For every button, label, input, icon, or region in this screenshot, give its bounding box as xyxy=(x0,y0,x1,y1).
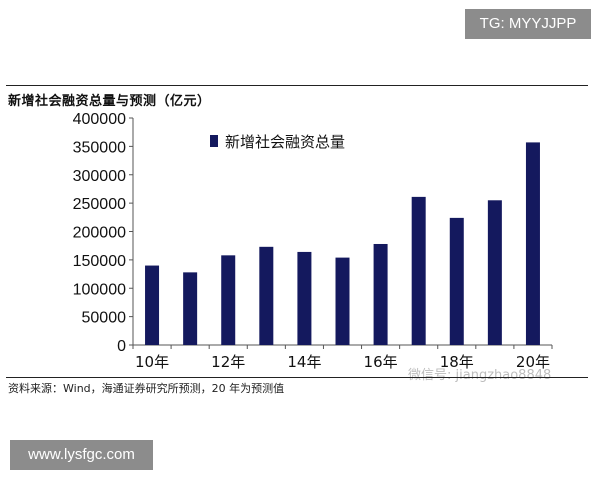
x-tick-label: 20年 xyxy=(516,353,550,371)
x-tick-label: 12年 xyxy=(211,353,245,371)
y-tick-label: 150000 xyxy=(73,253,126,270)
y-tick-label: 50000 xyxy=(82,310,127,327)
bar xyxy=(145,265,160,345)
chart-title: 新增社会融资总量与预测（亿元） xyxy=(8,94,211,109)
chart-bottom-rule xyxy=(6,377,588,378)
x-tick-label: 14年 xyxy=(287,353,321,371)
source-note: 资料来源：Wind，海通证券研究所预测，20 年为预测值 xyxy=(8,382,285,395)
x-tick-label: 16年 xyxy=(364,353,398,371)
bar xyxy=(183,272,198,345)
y-tick-label: 100000 xyxy=(73,281,126,298)
bar xyxy=(411,196,426,345)
bar xyxy=(487,200,502,345)
y-tick-label: 0 xyxy=(117,338,126,355)
bar xyxy=(335,257,350,345)
bar xyxy=(525,142,540,345)
bar xyxy=(259,246,274,345)
chart-top-rule xyxy=(6,85,588,86)
legend-label: 新增社会融资总量 xyxy=(225,133,345,151)
x-tick-label: 10年 xyxy=(135,353,169,371)
y-tick-label: 300000 xyxy=(73,168,126,185)
bar xyxy=(297,251,312,345)
y-tick-label: 350000 xyxy=(73,139,126,156)
wechat-watermark: 微信号: jiangzhao8848 xyxy=(408,368,552,383)
y-tick-label: 400000 xyxy=(73,111,126,128)
watermark-top: TG: MYYJJPP xyxy=(465,9,591,39)
watermark-bottom: www.lysfgc.com xyxy=(10,440,153,470)
bar xyxy=(373,243,388,345)
y-tick-label: 200000 xyxy=(73,225,126,242)
bar xyxy=(449,217,464,345)
legend-swatch xyxy=(210,135,218,147)
x-tick-label: 18年 xyxy=(440,353,474,371)
y-tick-label: 250000 xyxy=(73,196,126,213)
bar xyxy=(221,255,236,345)
